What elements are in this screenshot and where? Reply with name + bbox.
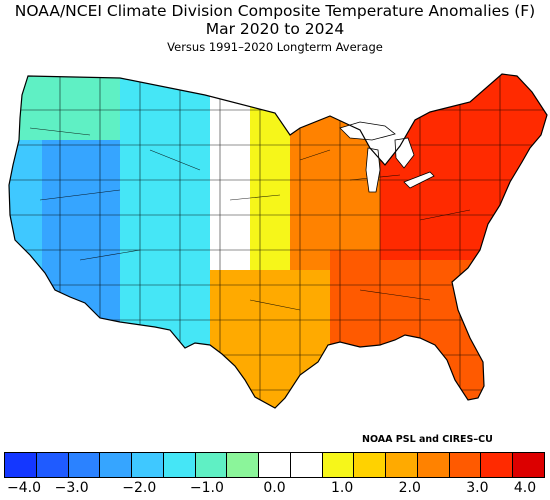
- map-title: NOAA/NCEI Climate Division Composite Tem…: [14, 2, 536, 20]
- map-region-pacific-northwest: [9, 74, 120, 140]
- legend-tick-label: 3.0: [466, 480, 489, 496]
- legend-tick-label: −1.0: [189, 480, 224, 496]
- legend-swatch: [259, 453, 291, 477]
- lake-michigan: [365, 147, 381, 193]
- legend-swatch: [68, 453, 101, 477]
- map-subtitle: Versus 1991–2020 Longterm Average: [167, 40, 383, 54]
- lake-erie: [403, 171, 435, 189]
- legend-ticks: −4.0 −3.0 −2.0 −1.0 0.0 1.0 2.0 3.0 4.0: [4, 480, 545, 500]
- legend-tick-label: −2.0: [122, 480, 157, 496]
- legend-swatch: [5, 453, 37, 477]
- legend-swatch: [322, 453, 355, 477]
- legend-swatch: [163, 453, 196, 477]
- legend-tick-label: −4.0: [7, 480, 41, 496]
- legend-swatch: [449, 453, 482, 477]
- legend-swatch: [481, 453, 514, 477]
- map-region-southern-plains: [210, 270, 330, 408]
- legend-swatch: [227, 453, 260, 477]
- legend-colorbar: [4, 452, 545, 478]
- map-region-rockies: [120, 74, 210, 360]
- legend-swatch: [417, 453, 450, 477]
- us-outline: [8, 73, 548, 409]
- legend-swatch: [354, 453, 387, 477]
- legend-swatch: [36, 453, 69, 477]
- legend-swatch: [513, 453, 545, 477]
- legend-swatch: [100, 453, 133, 477]
- legend-swatch: [386, 453, 418, 477]
- legend-tick-label: 0.0: [263, 480, 286, 496]
- legend-swatch: [290, 453, 323, 477]
- legend-swatch: [132, 453, 164, 477]
- legend-tick-label: 2.0: [398, 480, 421, 496]
- legend-tick-label: 4.0: [513, 480, 537, 496]
- map-period: Mar 2020 to 2024: [205, 20, 345, 38]
- credit-label: NOAA PSL and CIRES–CU: [362, 434, 493, 445]
- legend-tick-label: −3.0: [54, 480, 89, 496]
- legend-tick-label: 1.0: [330, 480, 354, 496]
- legend-swatch: [195, 453, 228, 477]
